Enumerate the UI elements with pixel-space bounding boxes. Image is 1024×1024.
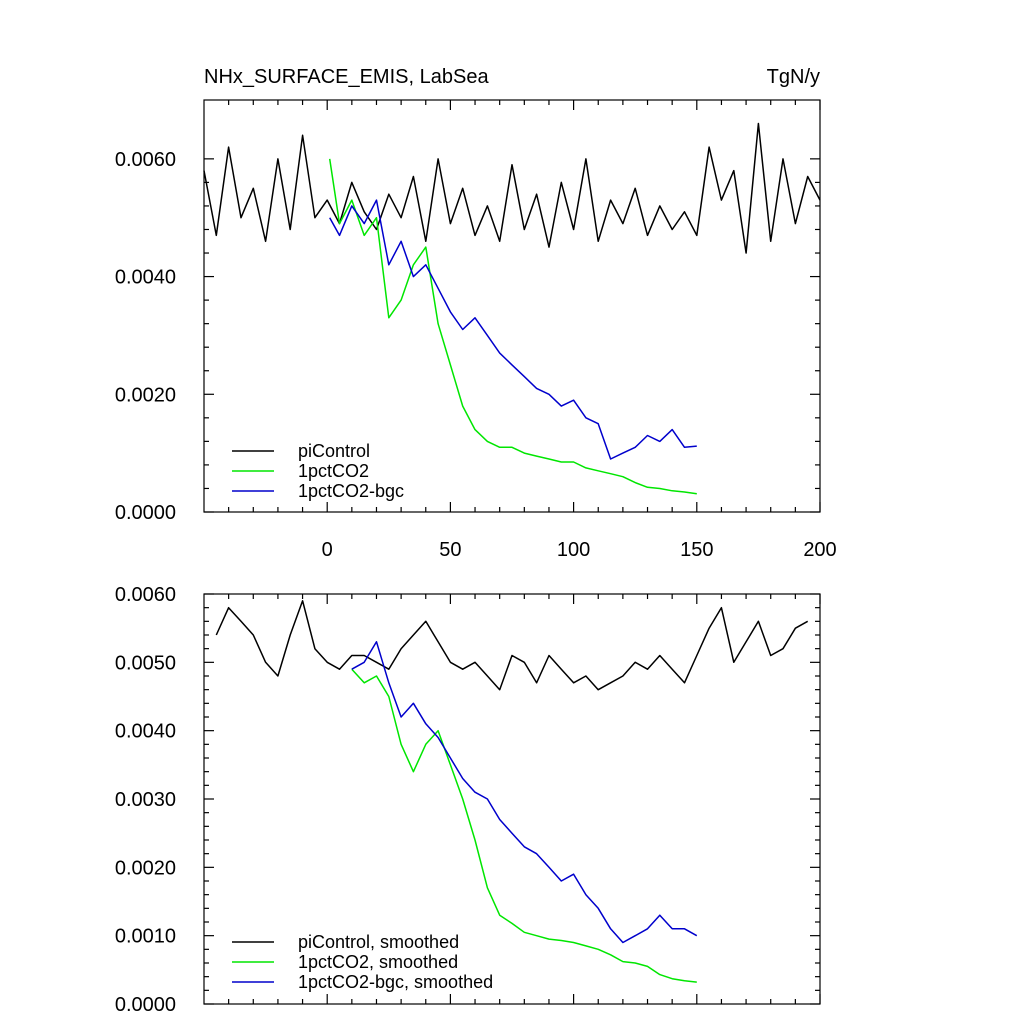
legend-label: 1pctCO2 <box>298 461 369 481</box>
y-tick-label: 0.0040 <box>115 267 176 289</box>
y-tick-label: 0.0000 <box>115 994 176 1016</box>
axis-ticks <box>204 593 821 1005</box>
x-tick-label: 0 <box>322 539 333 561</box>
series-line-1pctco2-bgc <box>329 199 697 460</box>
y-tick-label: 0.0020 <box>115 384 176 406</box>
series-line-1pctco2-bgc-smoothed <box>351 641 698 944</box>
axis-tick-labels: 0 50 100 150 200 0.0000 0.0020 0.0040 0.0060 <box>115 149 837 561</box>
x-tick-label: 100 <box>557 539 590 561</box>
series-lines <box>203 122 821 495</box>
y-tick-label: 0.0020 <box>115 857 176 879</box>
top-panel: NHx_SURFACE_EMIS, LabSea TgN/y 0 50 100 150… <box>115 66 837 561</box>
legend-label: 1pctCO2-bgc, smoothed <box>298 972 493 992</box>
axis-ticks <box>204 100 821 513</box>
series-line-picontrol <box>203 122 821 254</box>
series-line-1pctco2 <box>328 158 697 495</box>
y-tick-label: 0.0060 <box>115 149 176 171</box>
y-tick-label: 0.0000 <box>115 502 176 524</box>
x-tick-label: 200 <box>803 539 836 561</box>
chart-title: NHx_SURFACE_EMIS, LabSea <box>204 66 489 88</box>
series-line-picontrol-smoothed <box>215 600 809 691</box>
y-tick-label: 0.0050 <box>115 652 176 674</box>
x-tick-label: 50 <box>439 539 461 561</box>
y-tick-label: 0.0060 <box>115 584 176 606</box>
legend-label: piControl <box>298 441 370 461</box>
axis-tick-labels: 0.0000 0.0010 0.0020 0.0030 0.0040 0.0050 0.00… <box>115 584 176 1016</box>
y-tick-label: 0.0040 <box>115 721 176 743</box>
plot-frame <box>203 99 821 513</box>
y-tick-label: 0.0030 <box>115 789 176 811</box>
series-lines <box>215 600 809 983</box>
legend-label: 1pctCO2, smoothed <box>298 952 458 972</box>
legend-label: 1pctCO2-bgc <box>298 481 404 501</box>
y-tick-label: 0.0010 <box>115 926 176 948</box>
series-line-1pctco2-smoothed <box>351 668 697 983</box>
x-tick-label: 150 <box>680 539 713 561</box>
units-label: TgN/y <box>767 66 820 88</box>
bottom-panel: 0.0000 0.0010 0.0020 0.0030 0.0040 0.0050 0.00… <box>115 584 821 1016</box>
legend-label: piControl, smoothed <box>298 932 459 952</box>
